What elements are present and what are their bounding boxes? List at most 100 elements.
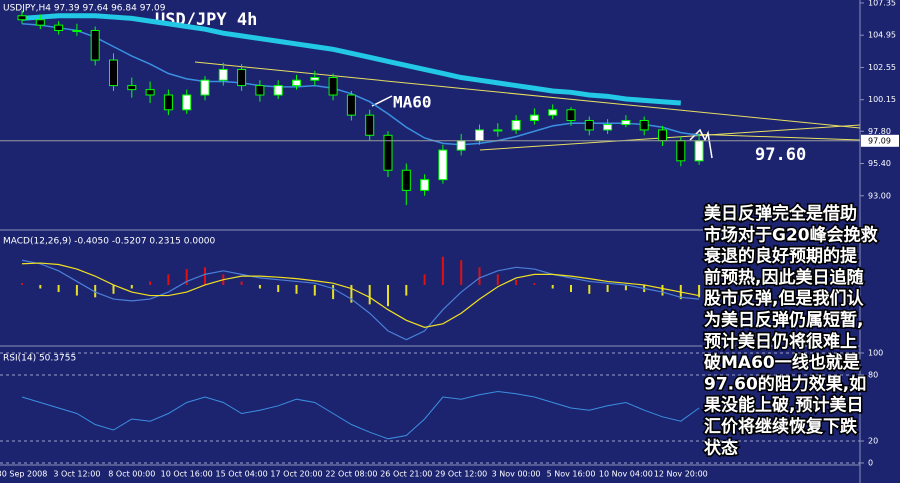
histogram-bar: [75, 284, 78, 296]
histogram-bar: [277, 284, 280, 293]
macd-line: [21, 259, 700, 341]
rsi-line: [21, 390, 700, 440]
candle-body: [328, 77, 338, 96]
histogram-bar: [39, 284, 42, 289]
y-tick-label: 100.15: [868, 95, 896, 104]
x-tick-label: 30 Sep 2008: [0, 470, 47, 479]
histogram-bar: [57, 284, 60, 293]
histogram-bar: [332, 284, 335, 300]
histogram-bar: [94, 284, 97, 298]
annotation-arrow: [689, 128, 713, 159]
candle-body: [676, 140, 686, 162]
histogram-bar: [624, 284, 627, 291]
note-text: 预计美日仍将很难上: [704, 331, 857, 352]
macd-line: [21, 262, 700, 328]
y-tick-label: 107.35: [868, 0, 896, 7]
x-tick-label: 8 Oct 00:00: [108, 470, 155, 479]
candle-body: [127, 85, 137, 91]
candle-body: [584, 120, 594, 131]
candle-body: [72, 29, 82, 32]
candle-body: [35, 19, 45, 26]
histogram-bar: [405, 284, 408, 296]
candle-body: [438, 149, 448, 181]
candle-body: [383, 134, 393, 171]
x-tick-label: 3 Nov 00:00: [492, 470, 541, 479]
note-text: 状态: [704, 437, 738, 458]
candle-body: [163, 94, 173, 111]
histogram-bar: [350, 284, 353, 303]
histogram-bar: [149, 281, 152, 285]
candle-body: [529, 114, 539, 122]
histogram-bar: [295, 284, 298, 294]
histogram-bar: [21, 283, 23, 285]
y-tick-label: 100: [868, 349, 883, 358]
histogram-bar: [204, 267, 206, 285]
candle-body: [621, 120, 631, 126]
note-text: 为美日反弹仍属短暂,: [704, 310, 863, 331]
y-tick-label: 104.95: [868, 31, 896, 40]
note-text: 股市反弹,但是我们认: [704, 288, 864, 309]
x-tick-label: 26 Oct 21:00: [380, 470, 432, 479]
histogram-bar: [661, 284, 664, 296]
annotation: 97.60: [755, 145, 806, 165]
y-tick-label: 20: [868, 437, 878, 446]
note-text: 市场对于G20峰会挽救: [704, 224, 878, 245]
note-text: 果没能上破,预计美日: [704, 395, 863, 416]
x-tick-label: 17 Oct 20:00: [270, 470, 322, 479]
histogram-bar: [460, 260, 463, 285]
histogram-bar: [496, 274, 499, 285]
candle-body: [456, 140, 466, 151]
note-text: 97.60的阻力效果,如: [704, 373, 866, 394]
histogram-bar: [606, 284, 609, 293]
candle-body: [346, 94, 356, 116]
histogram-bar: [515, 279, 518, 285]
histogram-bar: [387, 284, 389, 307]
panel-header: MACD(12,26,9) -0.4050 -0.5207 0.2315 0.0…: [3, 237, 216, 247]
histogram-bar: [240, 281, 243, 285]
candle-body: [237, 68, 247, 87]
candle-body: [182, 94, 192, 111]
candle-body: [639, 120, 649, 131]
candle-body: [365, 114, 375, 136]
candle-body: [420, 179, 430, 191]
price-label-box: [861, 134, 899, 147]
candle-body: [548, 109, 558, 116]
x-tick-label: 10 Nov 04:00: [599, 470, 653, 479]
annotation-arrow: [371, 95, 393, 107]
candle-body: [292, 79, 301, 87]
x-tick-label: 10 Oct 16:00: [161, 470, 213, 479]
x-tick-label: 22 Oct 08:00: [325, 470, 377, 479]
candle-body: [255, 85, 265, 96]
candle-body: [54, 24, 64, 31]
histogram-bar: [570, 284, 572, 293]
y-tick-label: 93.00: [868, 191, 891, 200]
price-label: 97.09: [868, 136, 891, 145]
histogram-bar: [698, 284, 701, 298]
histogram-bar: [533, 283, 536, 285]
candle-body: [273, 85, 283, 96]
x-tick-label: 12 Nov 20:00: [654, 470, 708, 479]
x-tick-label: 15 Oct 04:00: [216, 470, 268, 479]
panel-header: USDJPY,H4 97.39 97.64 96.84 97.09: [3, 4, 166, 14]
histogram-bar: [258, 284, 261, 289]
candle-body: [310, 77, 320, 81]
moving-average: [21, 13, 681, 106]
candle-body: [493, 129, 503, 132]
trendline: [689, 133, 861, 141]
histogram-bar: [588, 284, 591, 294]
x-tick-label: 3 Oct 12:00: [53, 470, 100, 479]
candle-body: [200, 79, 210, 96]
trendline: [479, 124, 861, 151]
x-tick-label: 29 Oct 12:00: [435, 470, 487, 479]
y-tick-label: 0: [868, 459, 873, 468]
histogram-bar: [368, 284, 371, 305]
histogram-bar: [423, 274, 426, 285]
note-text: 破MA60一线也就是: [704, 352, 860, 373]
histogram-bar: [313, 284, 316, 296]
candle-body: [603, 124, 613, 131]
candle-body: [109, 59, 118, 87]
y-tick-label: 95.40: [868, 159, 891, 168]
histogram-bar: [130, 284, 133, 289]
